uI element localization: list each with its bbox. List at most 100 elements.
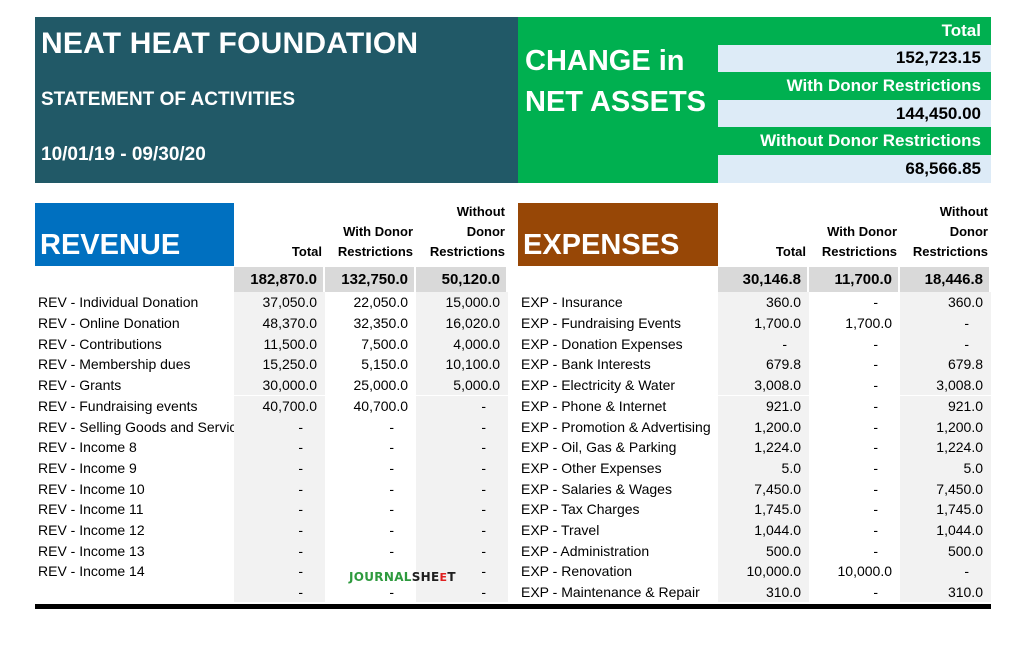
expenses-cell-name[interactable]: EXP - Insurance <box>518 292 718 313</box>
expenses-sum-with[interactable]: 11,700.0 <box>809 267 900 292</box>
revenue-cell-name[interactable]: REV - Selling Goods and Services <box>35 416 234 437</box>
revenue-cell-without[interactable]: - <box>416 478 508 499</box>
revenue-cell-total[interactable]: - <box>234 416 325 437</box>
revenue-cell-name[interactable]: REV - Income 9 <box>35 457 234 479</box>
revenue-cell-without[interactable]: - <box>416 561 508 582</box>
expenses-cell-name[interactable]: EXP - Promotion & Advertising <box>518 416 718 437</box>
revenue-cell-total[interactable]: - <box>234 499 325 520</box>
revenue-cell-with[interactable]: 32,350.0 <box>325 312 416 334</box>
expenses-cell-name[interactable]: EXP - Administration <box>518 540 718 562</box>
revenue-cell-name[interactable]: REV - Membership dues <box>35 354 234 375</box>
revenue-cell-without[interactable]: - <box>416 436 508 458</box>
revenue-cell-without[interactable]: - <box>416 581 508 603</box>
expenses-cell-total[interactable]: - <box>718 333 809 355</box>
revenue-cell-name[interactable]: REV - Income 8 <box>35 436 234 458</box>
expenses-cell-with[interactable]: - <box>809 416 900 437</box>
revenue-cell-total[interactable]: - <box>234 561 325 582</box>
expenses-cell-without[interactable]: - <box>900 312 991 334</box>
revenue-cell-total[interactable]: - <box>234 519 325 541</box>
expenses-cell-name[interactable]: EXP - Bank Interests <box>518 354 718 375</box>
expenses-cell-total[interactable]: 1,224.0 <box>718 436 809 458</box>
expenses-cell-with[interactable]: - <box>809 333 900 355</box>
expenses-cell-total[interactable]: 10,000.0 <box>718 561 809 582</box>
expenses-cell-without[interactable]: 921.0 <box>900 395 991 417</box>
net-with-restrictions-value[interactable]: 144,450.00 <box>718 99 991 128</box>
expenses-cell-with[interactable]: 10,000.0 <box>809 561 900 582</box>
expenses-cell-total[interactable]: 1,044.0 <box>718 519 809 541</box>
revenue-cell-with[interactable]: - <box>325 436 416 458</box>
revenue-cell-total[interactable]: - <box>234 436 325 458</box>
revenue-cell-without[interactable]: - <box>416 457 508 479</box>
expenses-cell-total[interactable]: 679.8 <box>718 354 809 375</box>
expenses-sum-without[interactable]: 18,446.8 <box>900 267 991 292</box>
revenue-sum-without[interactable]: 50,120.0 <box>416 267 508 292</box>
revenue-cell-name[interactable]: REV - Income 12 <box>35 519 234 541</box>
revenue-sum-total[interactable]: 182,870.0 <box>234 267 325 292</box>
revenue-cell-total[interactable]: - <box>234 540 325 562</box>
expenses-cell-total[interactable]: 7,450.0 <box>718 478 809 499</box>
expenses-cell-without[interactable]: 1,200.0 <box>900 416 991 437</box>
revenue-cell-without[interactable]: 5,000.0 <box>416 374 508 396</box>
revenue-cell-total[interactable]: 40,700.0 <box>234 395 325 417</box>
expenses-cell-without[interactable]: 679.8 <box>900 354 991 375</box>
revenue-cell-name[interactable]: REV - Income 13 <box>35 540 234 562</box>
expenses-cell-name[interactable]: EXP - Tax Charges <box>518 499 718 520</box>
revenue-cell-total[interactable]: 11,500.0 <box>234 333 325 355</box>
revenue-cell-name[interactable]: REV - Fundraising events <box>35 395 234 417</box>
revenue-cell-total[interactable]: 37,050.0 <box>234 292 325 313</box>
revenue-cell-with[interactable]: - <box>325 457 416 479</box>
expenses-cell-name[interactable]: EXP - Salaries & Wages <box>518 478 718 499</box>
expenses-cell-with[interactable]: - <box>809 540 900 562</box>
expenses-cell-without[interactable]: 1,044.0 <box>900 519 991 541</box>
expenses-cell-name[interactable]: EXP - Phone & Internet <box>518 395 718 417</box>
net-without-restrictions-value[interactable]: 68,566.85 <box>718 154 991 183</box>
revenue-cell-total[interactable]: 15,250.0 <box>234 354 325 375</box>
revenue-cell-without[interactable]: - <box>416 499 508 520</box>
revenue-cell-with[interactable]: 40,700.0 <box>325 395 416 417</box>
revenue-sum-with[interactable]: 132,750.0 <box>325 267 416 292</box>
expenses-cell-total[interactable]: 1,745.0 <box>718 499 809 520</box>
revenue-cell-without[interactable]: 15,000.0 <box>416 292 508 313</box>
net-total-value[interactable]: 152,723.15 <box>718 44 991 73</box>
expenses-cell-without[interactable]: 310.0 <box>900 581 991 603</box>
revenue-cell-without[interactable]: 10,100.0 <box>416 354 508 375</box>
expenses-cell-without[interactable]: 5.0 <box>900 457 991 479</box>
revenue-cell-without[interactable]: - <box>416 519 508 541</box>
revenue-cell-with[interactable]: 7,500.0 <box>325 333 416 355</box>
revenue-cell-with[interactable]: 25,000.0 <box>325 374 416 396</box>
expenses-cell-without[interactable]: 1,224.0 <box>900 436 991 458</box>
revenue-cell-name[interactable]: REV - Income 14 <box>35 561 234 582</box>
expenses-cell-name[interactable]: EXP - Maintenance & Repair <box>518 581 718 603</box>
expenses-cell-total[interactable]: 921.0 <box>718 395 809 417</box>
expenses-cell-without[interactable]: 1,745.0 <box>900 499 991 520</box>
expenses-cell-total[interactable]: 5.0 <box>718 457 809 479</box>
expenses-cell-total[interactable]: 310.0 <box>718 581 809 603</box>
revenue-cell-name[interactable]: REV - Income 11 <box>35 499 234 520</box>
expenses-cell-total[interactable]: 360.0 <box>718 292 809 313</box>
revenue-cell-with[interactable]: 5,150.0 <box>325 354 416 375</box>
revenue-cell-without[interactable]: 16,020.0 <box>416 312 508 334</box>
expenses-cell-total[interactable]: 3,008.0 <box>718 374 809 396</box>
revenue-cell-name[interactable]: REV - Income 10 <box>35 478 234 499</box>
expenses-cell-without[interactable]: 500.0 <box>900 540 991 562</box>
expenses-cell-total[interactable]: 1,200.0 <box>718 416 809 437</box>
expenses-cell-name[interactable]: EXP - Other Expenses <box>518 457 718 479</box>
expenses-cell-with[interactable]: - <box>809 499 900 520</box>
revenue-cell-with[interactable] <box>325 561 416 582</box>
revenue-cell-with[interactable]: - <box>325 416 416 437</box>
revenue-cell-without[interactable]: - <box>416 416 508 437</box>
revenue-cell-with[interactable]: - <box>325 581 416 603</box>
revenue-cell-name[interactable]: REV - Online Donation <box>35 312 234 334</box>
revenue-cell-name[interactable]: REV - Individual Donation <box>35 292 234 313</box>
expenses-cell-total[interactable]: 500.0 <box>718 540 809 562</box>
expenses-cell-without[interactable]: - <box>900 333 991 355</box>
expenses-cell-with[interactable]: - <box>809 395 900 417</box>
expenses-cell-without[interactable]: - <box>900 561 991 582</box>
expenses-cell-name[interactable]: EXP - Oil, Gas & Parking <box>518 436 718 458</box>
revenue-cell-total[interactable]: - <box>234 478 325 499</box>
expenses-cell-name[interactable]: EXP - Electricity & Water <box>518 374 718 396</box>
revenue-cell-with[interactable]: - <box>325 478 416 499</box>
revenue-cell-without[interactable]: - <box>416 540 508 562</box>
expenses-cell-with[interactable]: - <box>809 354 900 375</box>
revenue-cell-total[interactable]: 30,000.0 <box>234 374 325 396</box>
